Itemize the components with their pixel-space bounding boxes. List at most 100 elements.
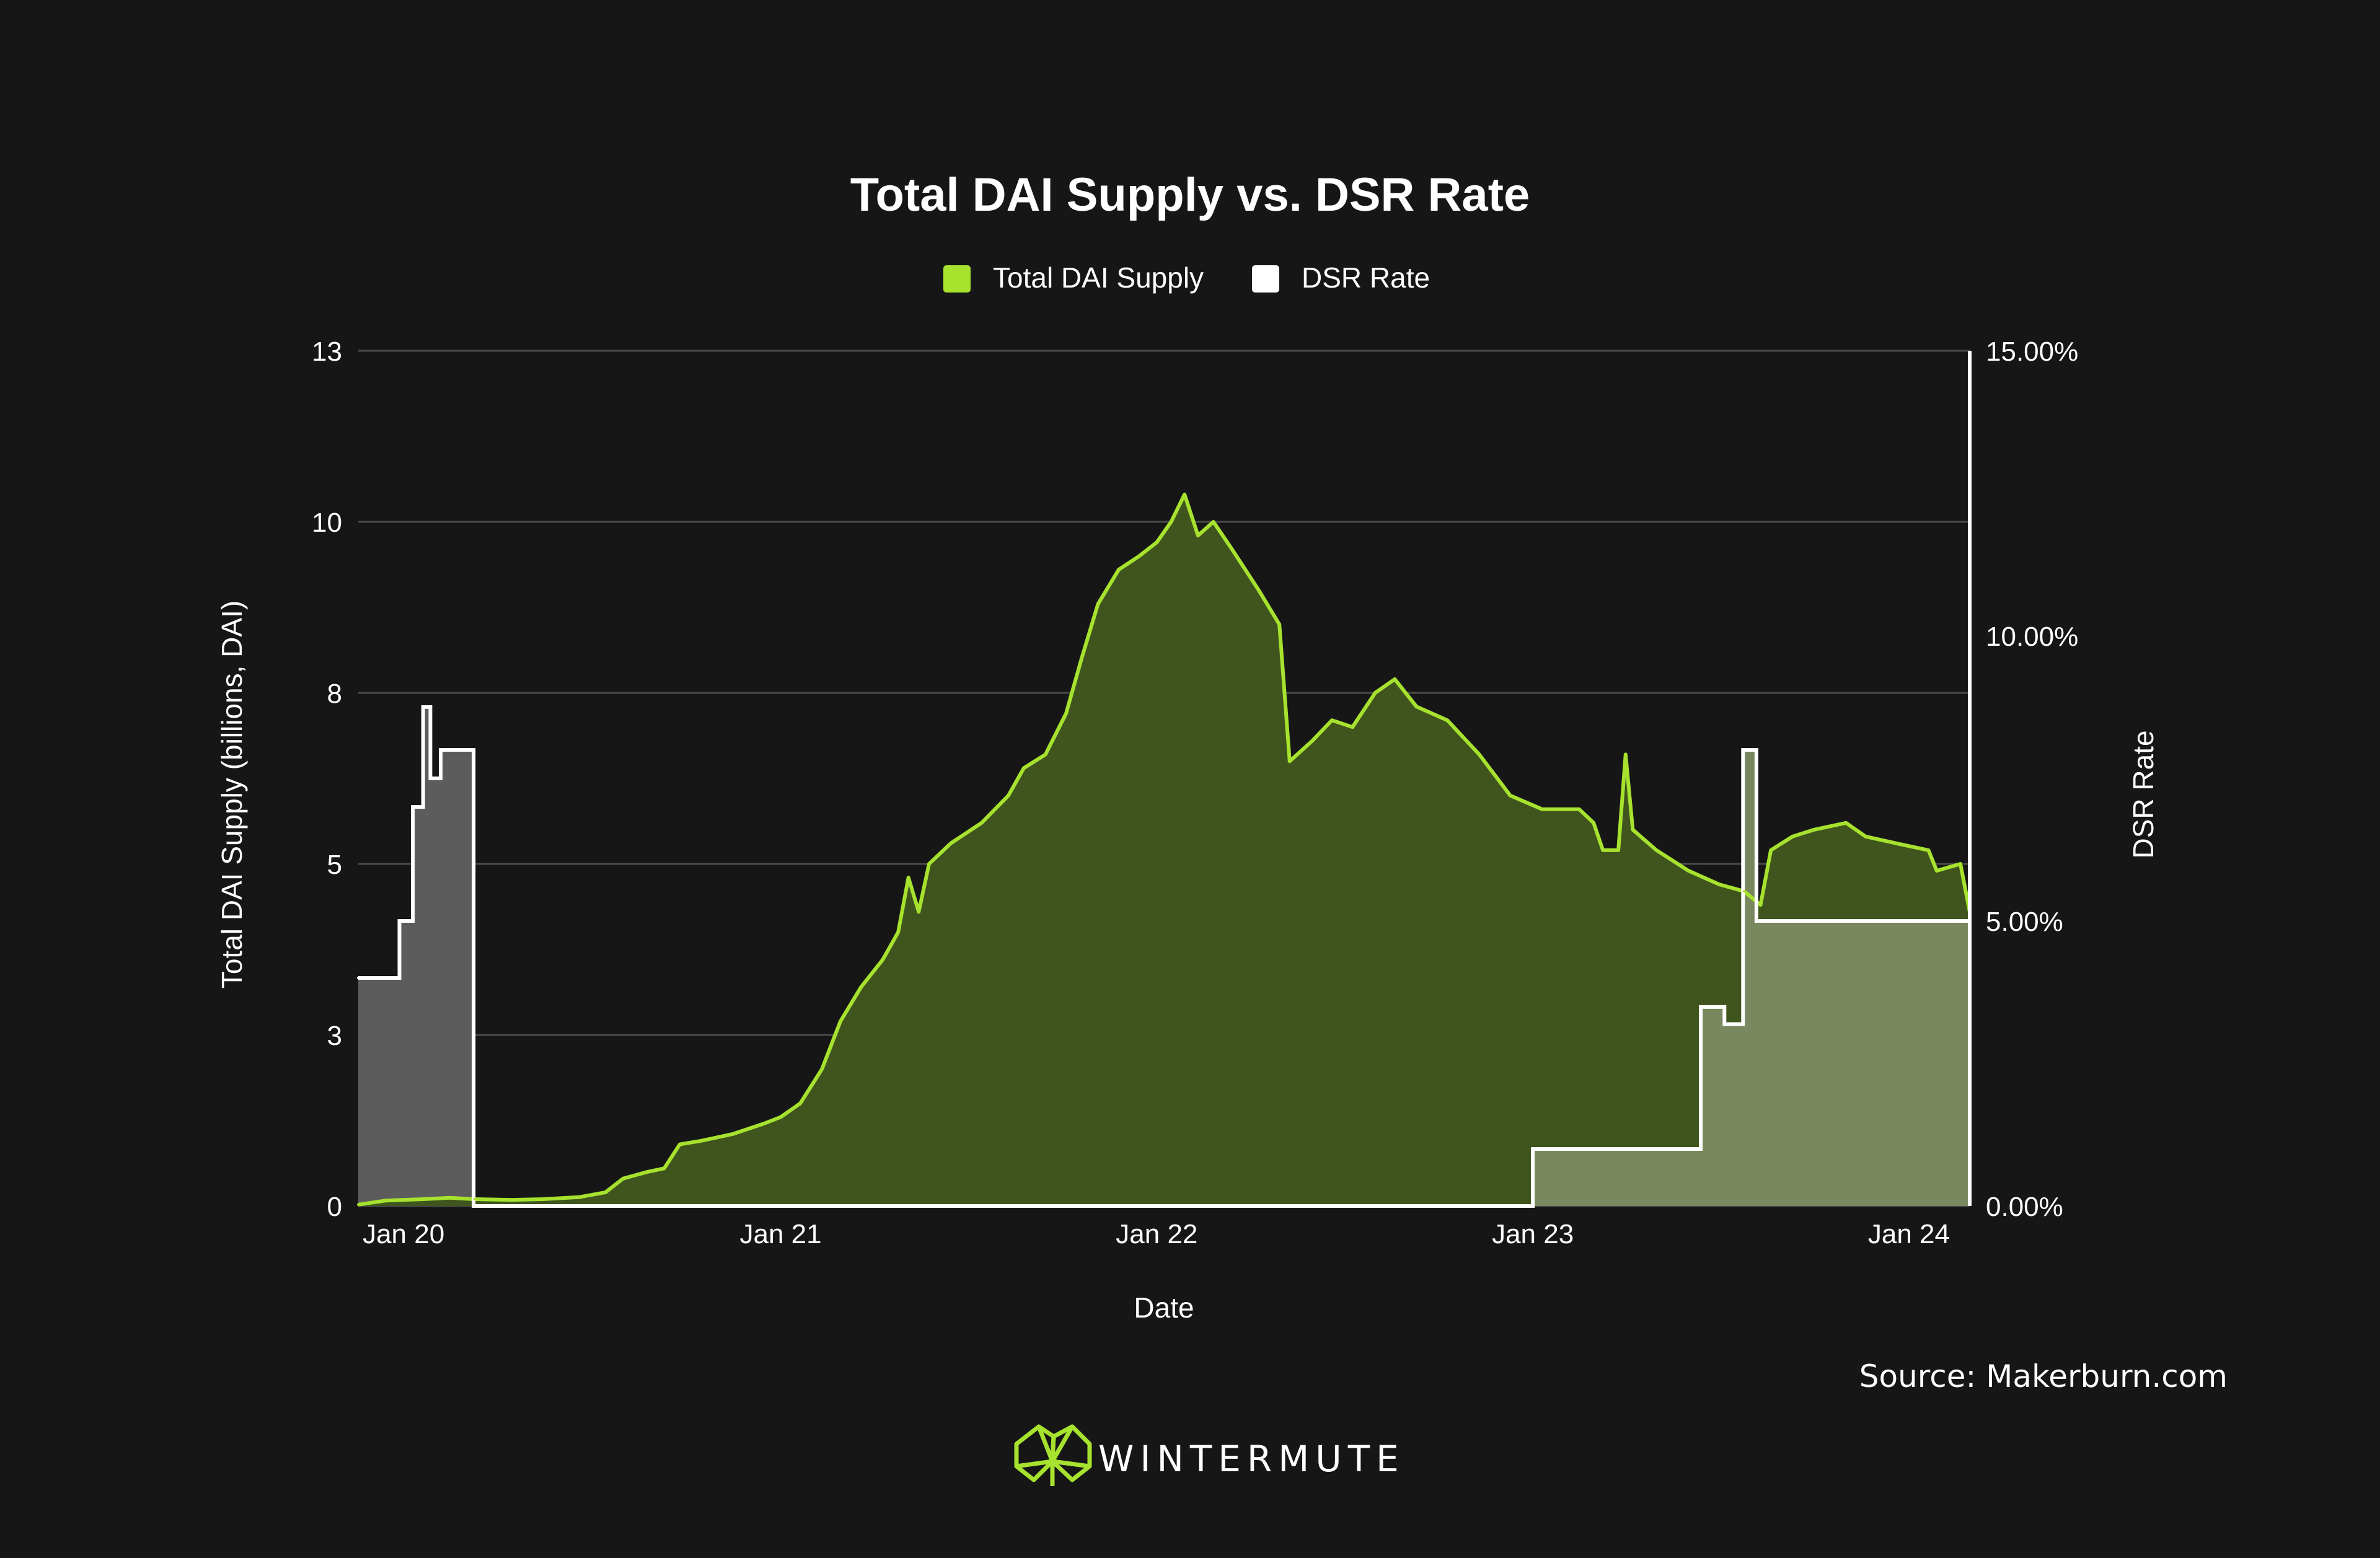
supply-point <box>881 958 884 961</box>
y-axis-title: Total DAI Supply (billions, DAI) <box>216 601 248 988</box>
dsr-area-2023 <box>1532 750 1970 1206</box>
supply-point <box>1155 541 1158 544</box>
supply-point <box>1577 808 1580 811</box>
y-axis-ticks: 0 3 5 8 10 13 <box>312 337 342 1222</box>
supply-point <box>1393 677 1396 680</box>
supply-point <box>1257 589 1260 592</box>
y-tick-label: 0 <box>327 1192 342 1222</box>
supply-point <box>1959 863 1962 865</box>
x-tick-label: Jan 20 <box>363 1219 444 1249</box>
supply-point <box>578 1195 581 1199</box>
supply-point <box>1617 848 1620 852</box>
dsr-point <box>421 706 425 708</box>
supply-point <box>384 1199 387 1202</box>
legend-label-supply: Total DAI Supply <box>993 262 1204 294</box>
supply-point <box>1624 753 1627 756</box>
chart-title: Total DAI Supply vs. DSR Rate <box>850 169 1530 221</box>
supply-point <box>1770 848 1773 852</box>
legend-label-dsr: DSR Rate <box>1302 262 1430 294</box>
supply-point <box>1687 869 1690 873</box>
y2-axis-title: DSR Rate <box>2127 730 2159 858</box>
supply-point <box>1044 753 1047 756</box>
supply-point <box>1415 705 1418 708</box>
dsr-point <box>412 806 415 808</box>
supply-point <box>604 1191 607 1194</box>
y2-tick-label: 15.00% <box>1986 337 2078 367</box>
supply-point <box>510 1199 513 1202</box>
supply-point <box>731 1133 734 1136</box>
supply-point <box>927 863 930 865</box>
supply-point <box>839 1019 842 1023</box>
legend: Total DAI Supply DSR Rate <box>943 262 1430 294</box>
supply-point <box>860 985 863 988</box>
supply-point <box>897 931 900 934</box>
supply-point <box>678 1143 681 1146</box>
supply-point <box>1812 828 1815 831</box>
dsr-point <box>1698 1148 1701 1150</box>
supply-point <box>1278 623 1281 626</box>
supply-point <box>1478 753 1481 756</box>
series-areas <box>358 494 1970 1206</box>
supply-point <box>1007 794 1010 797</box>
y-tick-label: 13 <box>312 337 342 367</box>
supply-point <box>1183 493 1186 496</box>
supply-point <box>1288 760 1291 763</box>
supply-point <box>949 842 952 845</box>
y-tick-label: 8 <box>327 679 342 709</box>
supply-point <box>1541 808 1544 811</box>
supply-point <box>663 1167 666 1170</box>
supply-point <box>1935 869 1938 873</box>
supply-area <box>358 494 1970 1206</box>
supply-point <box>762 1122 765 1125</box>
y-tick-label: 5 <box>327 850 342 880</box>
supply-point <box>646 1170 650 1173</box>
dsr-area-2020 <box>358 707 474 1206</box>
supply-point <box>799 1102 802 1105</box>
supply-line <box>358 492 1972 1207</box>
dsr-point <box>1699 1005 1703 1008</box>
supply-point <box>622 1177 625 1180</box>
supply-point <box>1602 848 1605 852</box>
supply-point <box>779 1116 782 1119</box>
dsr-point <box>439 749 442 751</box>
dsr-point <box>1530 1205 1533 1207</box>
supply-point <box>1373 692 1377 694</box>
supply-point <box>1759 904 1762 907</box>
supply-point <box>1742 890 1745 893</box>
dsr-point <box>429 777 432 780</box>
x-tick-label: Jan 23 <box>1492 1219 1574 1249</box>
supply-point <box>1446 719 1449 722</box>
supply-point <box>1138 555 1141 558</box>
supply-point <box>1655 848 1658 852</box>
supply-point <box>1844 821 1848 824</box>
supply-point <box>1631 828 1634 831</box>
x-tick-label: Jan 22 <box>1116 1219 1197 1249</box>
legend-swatch-supply <box>943 265 971 293</box>
supply-point <box>1022 767 1025 770</box>
legend-swatch-dsr <box>1252 265 1279 293</box>
x-axis-ticks: Jan 20 Jan 21 Jan 22 Jan 23 Jan 24 <box>363 1219 1950 1249</box>
supply-point <box>1351 726 1354 729</box>
supply-point <box>1196 534 1199 537</box>
y2-tick-label: 0.00% <box>1986 1192 2063 1222</box>
supply-point <box>821 1068 824 1071</box>
dsr-point <box>1755 920 1758 922</box>
supply-point <box>1096 602 1100 605</box>
supply-point <box>917 910 920 913</box>
y-tick-label: 10 <box>312 508 342 538</box>
supply-point <box>1864 835 1867 838</box>
dsr-point <box>472 1205 475 1207</box>
supply-point <box>421 1197 425 1200</box>
supply-point <box>1065 712 1068 715</box>
supply-point <box>1311 739 1314 742</box>
supply-point <box>473 1197 476 1200</box>
series-lines <box>357 492 1972 1208</box>
dsr-point <box>1532 1148 1535 1150</box>
y2-axis-ticks: 0.00% 5.00% 10.00% 15.00% <box>1986 337 2078 1222</box>
dsr-point <box>469 749 472 751</box>
supply-point <box>1927 848 1930 852</box>
brand: WINTERMUTE <box>1014 1424 1399 1486</box>
dsr-point <box>1740 1023 1743 1026</box>
dsr-point <box>398 920 401 922</box>
supply-point <box>907 876 910 879</box>
